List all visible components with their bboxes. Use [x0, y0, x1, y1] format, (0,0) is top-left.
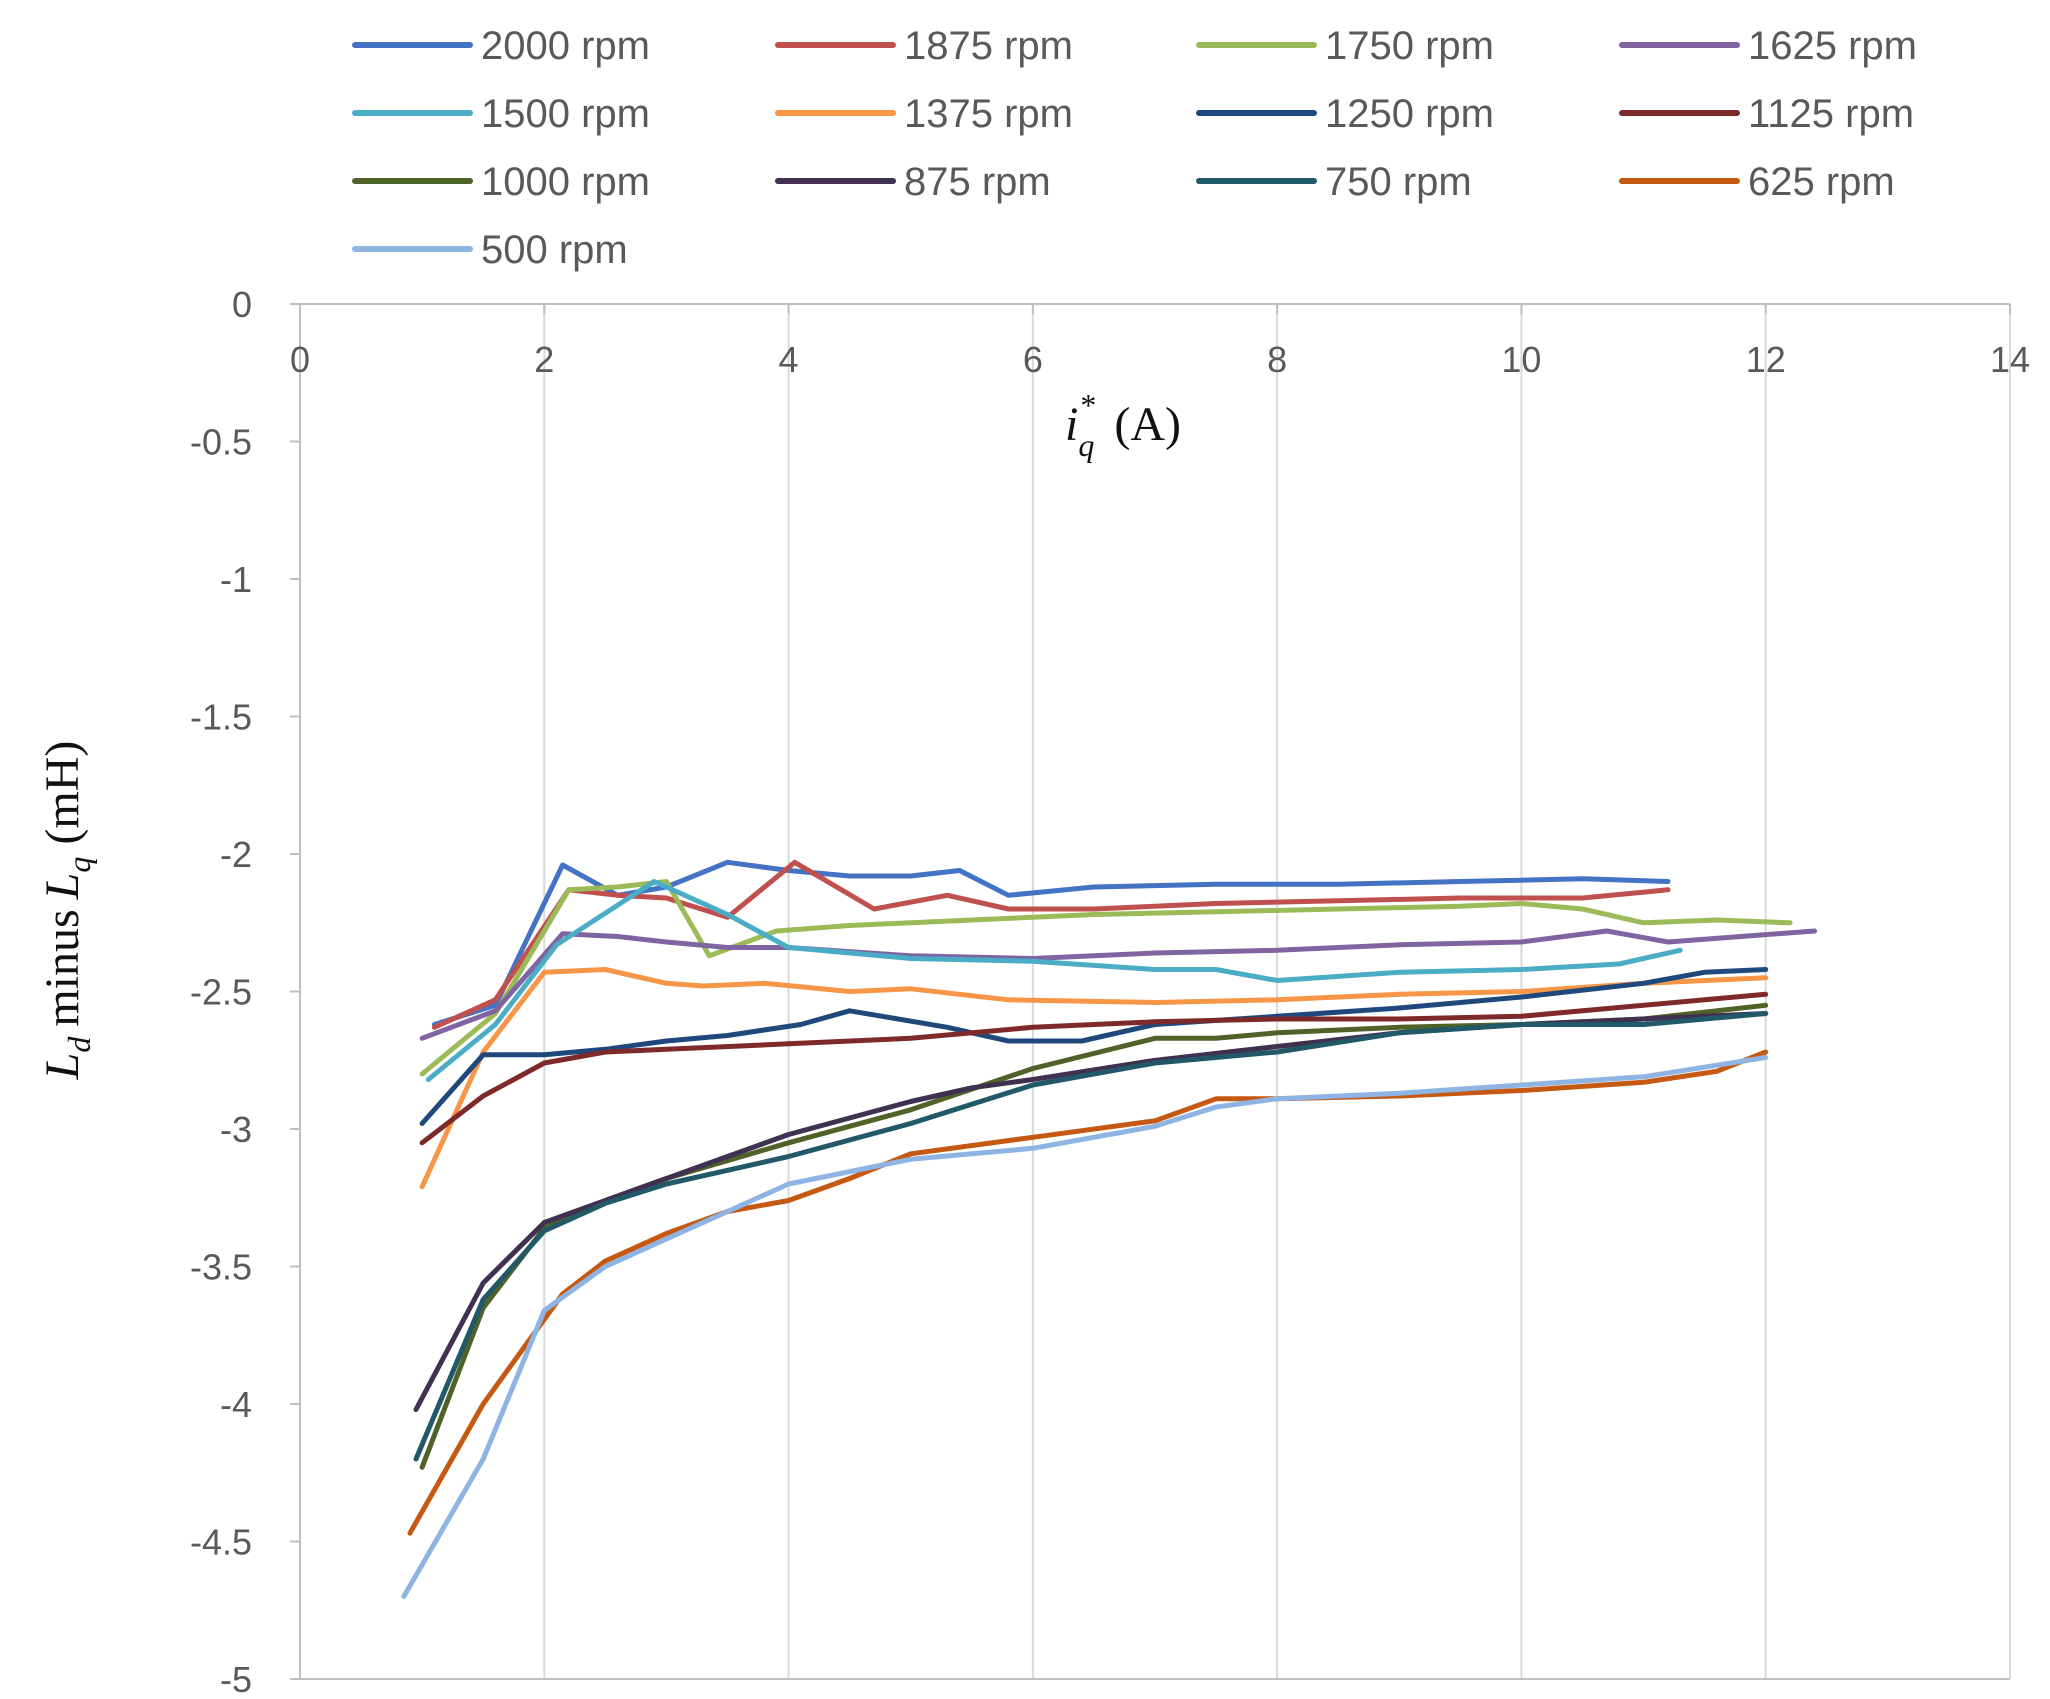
legend-label: 1125 rpm: [1748, 92, 1914, 136]
legend-label: 1750 rpm: [1325, 24, 1494, 68]
legend: 2000 rpm 1875 rpm 1750 rpm 1625 rpm 1500 rpm…: [352, 24, 1917, 272]
tick-labels: 0 -0.5 -1 -1.5 -2 -2.5 -3 -3.5 -4 -4.5 -5 0 2 4 6 8 10 12…: [190, 284, 2030, 1699]
series-line-750-rpm: [413, 1011, 1769, 1462]
legend-label: 1375 rpm: [904, 92, 1073, 136]
series-line-1875-rpm: [431, 859, 1671, 1030]
series-line-1125-rpm: [419, 991, 1769, 1146]
y-tick-label--5: -5: [220, 1659, 252, 1699]
x-tick-label-14: 14: [1990, 339, 2030, 380]
x-axis-title-var: i: [1065, 398, 1078, 451]
y-tick-label--1.5: -1.5: [190, 697, 252, 738]
y-axis-title-sub1: d: [61, 1036, 97, 1053]
y-tick-label--1: -1: [220, 559, 252, 600]
legend-label: 1500 rpm: [481, 92, 650, 136]
x-tick-label-4: 4: [779, 339, 799, 380]
series-line-1750-rpm: [419, 879, 1793, 1077]
legend-entry-1250-rpm: 1250 rpm: [1196, 92, 1494, 136]
x-axis-title: iq * (A): [1065, 387, 1181, 463]
legend-entry-750-rpm: 750 rpm: [1196, 160, 1472, 204]
y-tick-label--2.5: -2.5: [190, 972, 252, 1013]
series-line-1375-rpm: [419, 967, 1769, 1190]
legend-label: 1875 rpm: [904, 24, 1073, 68]
y-tick-label--3: -3: [220, 1109, 252, 1150]
legend-label: 750 rpm: [1325, 160, 1472, 204]
legend-label: 2000 rpm: [481, 24, 650, 68]
gridlines: [543, 304, 2011, 1679]
series-line-625-rpm: [407, 1049, 1769, 1536]
y-tick-label--2: -2: [220, 834, 252, 875]
y-axis-title-unit: (mH): [36, 741, 89, 845]
legend-entry-1875-rpm: 1875 rpm: [775, 24, 1073, 68]
legend-entry-1625-rpm: 1625 rpm: [1619, 24, 1917, 68]
legend-label: 875 rpm: [904, 160, 1051, 204]
y-axis-title-mid: minus: [36, 909, 89, 1026]
series-line-500-rpm: [401, 1055, 1769, 1599]
legend-entry-500-rpm: 500 rpm: [352, 228, 628, 272]
x-tick-label-0: 0: [290, 339, 310, 380]
y-tick-label--4: -4: [220, 1384, 252, 1425]
legend-label: 625 rpm: [1748, 160, 1895, 204]
x-tick-label-12: 12: [1746, 339, 1786, 380]
legend-entry-1125-rpm: 1125 rpm: [1619, 92, 1914, 136]
series-line-1625-rpm: [419, 928, 1818, 1041]
x-axis-title-unit: (A): [1114, 398, 1181, 451]
legend-entry-625-rpm: 625 rpm: [1619, 160, 1895, 204]
y-tick-label--3.5: -3.5: [190, 1247, 252, 1288]
y-tick-label--0.5: -0.5: [190, 422, 252, 463]
x-axis-title-sub: q: [1078, 427, 1094, 463]
x-axis-title-sup: *: [1080, 387, 1096, 423]
series-line-2000-rpm: [431, 859, 1671, 1027]
y-tick-label--4.5: -4.5: [190, 1522, 252, 1563]
legend-entry-875-rpm: 875 rpm: [775, 160, 1051, 204]
legend-entry-1375-rpm: 1375 rpm: [775, 92, 1073, 136]
y-axis-title: Ld minus Lq (mH): [36, 741, 97, 1081]
legend-entry-2000-rpm: 2000 rpm: [352, 24, 650, 68]
y-tick-label-0: 0: [232, 284, 252, 325]
axes: [290, 303, 2011, 1680]
legend-entry-1000-rpm: 1000 rpm: [352, 160, 650, 204]
legend-label: 1625 rpm: [1748, 24, 1917, 68]
x-tick-label-8: 8: [1267, 339, 1287, 380]
series-line-1500-rpm: [425, 879, 1683, 1082]
legend-label: 1000 rpm: [481, 160, 650, 204]
y-axis-title-var1: L: [36, 1053, 89, 1081]
x-tick-label-6: 6: [1023, 339, 1043, 380]
y-axis-title-sub2: q: [61, 857, 97, 873]
series-lines: [401, 859, 1818, 1599]
x-tick-label-10: 10: [1501, 339, 1541, 380]
legend-entry-1750-rpm: 1750 rpm: [1196, 24, 1494, 68]
legend-label: 500 rpm: [481, 228, 628, 272]
legend-label: 1250 rpm: [1325, 92, 1494, 136]
legend-entry-1500-rpm: 1500 rpm: [352, 92, 650, 136]
x-tick-label-2: 2: [534, 339, 554, 380]
series-line-1250-rpm: [419, 967, 1769, 1126]
y-axis-title-var2: L: [36, 873, 89, 901]
